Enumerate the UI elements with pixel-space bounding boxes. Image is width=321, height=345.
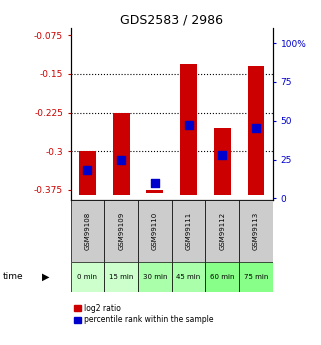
Legend: log2 ratio, percentile rank within the sample: log2 ratio, percentile rank within the s… <box>74 304 213 324</box>
Point <box>186 122 191 128</box>
Text: 45 min: 45 min <box>177 274 201 280</box>
Point <box>253 126 258 131</box>
Bar <box>71 262 104 292</box>
Bar <box>205 262 239 292</box>
Text: GSM99108: GSM99108 <box>84 212 91 250</box>
Bar <box>247 66 265 195</box>
Text: 75 min: 75 min <box>244 274 268 280</box>
Bar <box>79 151 96 195</box>
Bar <box>172 200 205 262</box>
Bar <box>239 262 273 292</box>
Bar <box>104 200 138 262</box>
Text: 60 min: 60 min <box>210 274 235 280</box>
Text: GSM99111: GSM99111 <box>186 212 192 250</box>
Bar <box>113 112 130 195</box>
Text: GSM99109: GSM99109 <box>118 212 124 250</box>
Bar <box>104 262 138 292</box>
Text: ▶: ▶ <box>42 272 49 282</box>
Text: GSM99110: GSM99110 <box>152 212 158 250</box>
Text: 15 min: 15 min <box>109 274 133 280</box>
Bar <box>71 200 104 262</box>
Text: 0 min: 0 min <box>77 274 98 280</box>
Bar <box>138 200 172 262</box>
Bar <box>239 200 273 262</box>
Bar <box>146 190 163 194</box>
Title: GDS2583 / 2986: GDS2583 / 2986 <box>120 13 223 27</box>
Bar <box>205 200 239 262</box>
Bar <box>214 128 231 195</box>
Bar <box>180 63 197 195</box>
Bar <box>172 262 205 292</box>
Bar <box>138 262 172 292</box>
Text: 30 min: 30 min <box>143 274 167 280</box>
Text: GSM99113: GSM99113 <box>253 212 259 250</box>
Text: GSM99112: GSM99112 <box>219 212 225 250</box>
Point <box>85 168 90 173</box>
Point <box>118 157 124 162</box>
Point <box>220 152 225 158</box>
Text: time: time <box>3 272 24 282</box>
Point <box>152 180 157 186</box>
